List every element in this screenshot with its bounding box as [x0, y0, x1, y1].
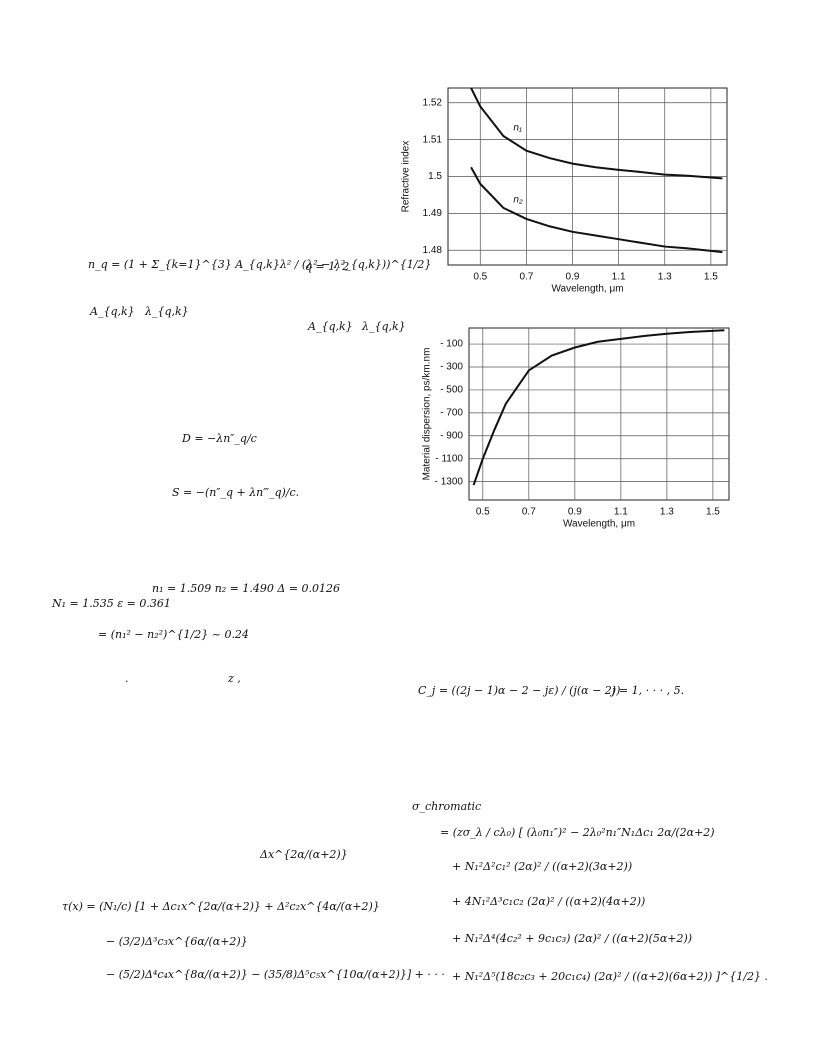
line [472, 329, 725, 486]
y-tick-label: 1.48 [423, 245, 443, 256]
equation: A_{q,k} [308, 320, 353, 333]
x-tick-label: 0.5 [476, 507, 490, 518]
y-tick-label: - 1300 [435, 476, 464, 487]
equation: + N₁²Δ⁵(18c₂c₃ + 20c₁c₄) (2α)² / ((α+2)(… [452, 970, 768, 983]
series-label: n₂ [513, 194, 523, 205]
equation: + N₁²Δ²c₁² (2α)² / ((α+2)(3α+2)) [452, 860, 633, 873]
x-axis-label: Wavelength, μm [551, 284, 623, 295]
equation: λ_{q,k} [362, 320, 406, 333]
x-tick-label: 1.5 [706, 507, 720, 518]
equation: S = −(n″_q + λn‴_q)/c. [172, 486, 300, 499]
y-tick-label: - 1100 [435, 453, 463, 464]
equation: n_q = (1 + Σ_{k=1}^{3} A_{q,k}λ² / (λ² −… [88, 258, 432, 271]
equation: τ(x) = (N₁/c) [1 + Δc₁x^{2α/(α+2)} + Δ²c… [62, 900, 380, 913]
y-axis-label: Material dispersion, ps/km.nm [422, 348, 433, 481]
x-tick-label: 0.9 [566, 272, 580, 283]
x-axis-label: Wavelength, μm [563, 519, 635, 530]
equation: + N₁²Δ⁴(4c₂² + 9c₁c₃) (2α)² / ((α+2)(5α+… [452, 932, 693, 945]
y-tick-label: - 700 [440, 407, 463, 418]
y-tick-label: 1.5 [428, 171, 442, 182]
equation: = (zσ_λ / cλ₀) [ (λ₀n₁″)² − 2λ₀²n₁″N₁Δc₁… [440, 826, 715, 839]
y-tick-label: - 300 [440, 362, 463, 373]
equation: . [125, 672, 129, 685]
y-tick-label: 1.52 [423, 97, 443, 108]
equation: Δx^{2α/(α+2)} [260, 848, 348, 861]
equation: j = 1, · · · , 5. [612, 684, 685, 697]
plot-frame [468, 327, 730, 501]
x-tick-label: 1.1 [612, 272, 626, 283]
x-tick-label: 1.5 [704, 272, 718, 283]
x-tick-label: 1.3 [660, 507, 674, 518]
equation: = (n₁² − n₂²)^{1/2} ~ 0.24 [98, 628, 249, 641]
y-tick-label: 1.49 [423, 208, 443, 219]
equation: − (3/2)Δ³c₃x^{6α/(α+2)} [106, 935, 248, 948]
equation: D = −λn″_q/c [182, 432, 257, 445]
equation: z , [228, 672, 241, 685]
equation: σ_chromatic [412, 800, 482, 813]
x-tick-label: 0.7 [519, 272, 533, 283]
y-tick-label: 1.51 [423, 134, 443, 145]
y-tick-label: - 900 [440, 430, 463, 441]
equation: n₁ = 1.509 n₂ = 1.490 Δ = 0.0126 [152, 582, 341, 595]
equation: λ_{q,k} [145, 305, 189, 318]
equation: A_{q,k} [90, 305, 135, 318]
y-tick-label: - 500 [440, 385, 463, 396]
y-tick-label: - 100 [440, 339, 463, 350]
line [470, 166, 723, 254]
equation: q = 1, 2 [305, 260, 350, 273]
equation: − (5/2)Δ⁴c₄x^{8α/(α+2)} − (35/8)Δ⁵c₅x^{1… [106, 968, 445, 981]
x-tick-label: 1.1 [614, 507, 628, 518]
y-axis-label: Refractive index [401, 141, 412, 213]
line [470, 87, 723, 180]
x-tick-label: 0.9 [568, 507, 582, 518]
x-tick-label: 0.5 [473, 272, 487, 283]
equation: + 4N₁²Δ³c₁c₂ (2α)² / ((α+2)(4α+2)) [452, 895, 646, 908]
equation: C_j = ((2j − 1)α − 2 − jε) / (j(α − 2)) [418, 684, 621, 697]
equation: N₁ = 1.535 ε = 0.361 [52, 597, 171, 610]
x-tick-label: 1.3 [658, 272, 672, 283]
series-label: n₁ [513, 123, 522, 134]
x-tick-label: 0.7 [522, 507, 536, 518]
